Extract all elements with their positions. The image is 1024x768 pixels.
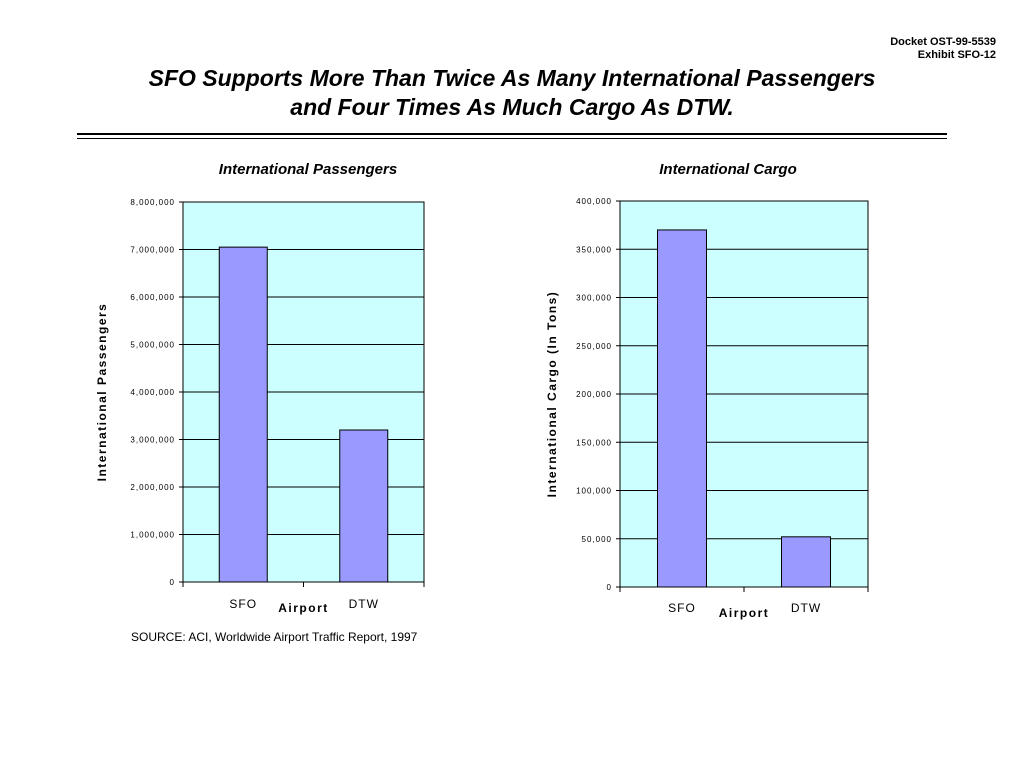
chart-title-cargo: International Cargo (659, 161, 797, 178)
cargo-bar-dtw (781, 536, 831, 588)
passengers-y-axis-title: International Passengers (95, 303, 109, 482)
cargo-ytick-label: 200,000 (576, 390, 612, 399)
cargo-ytick-label: 150,000 (576, 438, 612, 447)
cargo-x-axis-title: Airport (719, 606, 770, 620)
passengers-bar-dtw (339, 429, 389, 583)
cargo-ytick-label: 0 (607, 583, 612, 592)
cargo-ytick-label: 400,000 (576, 197, 612, 206)
cargo-y-axis-title: International Cargo (In Tons) (545, 291, 559, 498)
cargo-ytick-label: 50,000 (582, 535, 612, 544)
cargo-ytick-label: 100,000 (576, 487, 612, 496)
page-title: SFO Supports More Than Twice As Many Int… (0, 64, 1024, 122)
cargo-ytick-label: 350,000 (576, 245, 612, 254)
passengers-bar-sfo (218, 246, 268, 583)
passengers-ytick-label: 0 (170, 578, 175, 587)
passengers-x-axis-title: Airport (278, 601, 329, 615)
cargo-category-label: SFO (668, 601, 696, 615)
passengers-category-label: SFO (229, 597, 257, 611)
docket-label: Docket OST-99-5539 Exhibit SFO-12 (890, 36, 996, 62)
passengers-category-label: DTW (349, 597, 379, 611)
docket-number: Docket OST-99-5539 (890, 36, 996, 48)
cargo-ytick-label: 250,000 (576, 342, 612, 351)
passengers-ytick-label: 3,000,000 (130, 436, 175, 445)
title-divider-thin (77, 138, 947, 139)
passengers-ytick-label: 7,000,000 (130, 246, 175, 255)
passengers-ytick-label: 8,000,000 (130, 198, 175, 207)
title-divider-thick (77, 133, 947, 135)
page-title-line1: SFO Supports More Than Twice As Many Int… (148, 65, 876, 91)
exhibit-number: Exhibit SFO-12 (917, 49, 996, 61)
source-note: SOURCE: ACI, Worldwide Airport Traffic R… (131, 630, 418, 644)
chart-title-passengers: International Passengers (218, 161, 398, 178)
cargo-category-label: DTW (791, 601, 821, 615)
passengers-ytick-label: 1,000,000 (130, 531, 175, 540)
passengers-ytick-label: 2,000,000 (130, 483, 175, 492)
passengers-ytick-label: 5,000,000 (130, 341, 175, 350)
passengers-ytick-label: 6,000,000 (130, 293, 175, 302)
page-title-line2: and Four Times As Much Cargo As DTW. (290, 94, 734, 120)
cargo-bar-sfo (657, 229, 707, 588)
passengers-ytick-label: 4,000,000 (130, 388, 175, 397)
cargo-ytick-label: 300,000 (576, 294, 612, 303)
